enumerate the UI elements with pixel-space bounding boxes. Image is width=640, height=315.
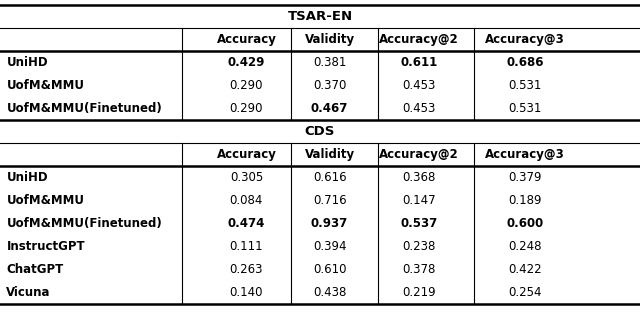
Text: Accuracy@2: Accuracy@2 — [380, 148, 459, 161]
Text: Accuracy@3: Accuracy@3 — [485, 148, 564, 161]
Text: 0.610: 0.610 — [313, 263, 346, 276]
Text: UniHD: UniHD — [6, 56, 48, 69]
Text: 0.111: 0.111 — [230, 240, 263, 253]
Text: 0.238: 0.238 — [403, 240, 436, 253]
Text: 0.474: 0.474 — [228, 217, 265, 230]
Text: 0.429: 0.429 — [228, 56, 265, 69]
Text: 0.290: 0.290 — [230, 79, 263, 92]
Text: 0.422: 0.422 — [508, 263, 541, 276]
Text: 0.147: 0.147 — [403, 194, 436, 207]
Text: 0.254: 0.254 — [508, 286, 541, 299]
Text: 0.616: 0.616 — [313, 171, 346, 184]
Text: 0.370: 0.370 — [313, 79, 346, 92]
Text: UofM&MMU: UofM&MMU — [6, 194, 84, 207]
Text: 0.394: 0.394 — [313, 240, 346, 253]
Text: InstructGPT: InstructGPT — [6, 240, 85, 253]
Text: 0.438: 0.438 — [313, 286, 346, 299]
Text: 0.686: 0.686 — [506, 56, 543, 69]
Text: 0.537: 0.537 — [401, 217, 438, 230]
Text: 0.453: 0.453 — [403, 102, 436, 115]
Text: 0.140: 0.140 — [230, 286, 263, 299]
Text: 0.248: 0.248 — [508, 240, 541, 253]
Text: Accuracy: Accuracy — [216, 148, 276, 161]
Text: 0.716: 0.716 — [313, 194, 346, 207]
Text: Accuracy@2: Accuracy@2 — [380, 33, 459, 46]
Text: 0.467: 0.467 — [311, 102, 348, 115]
Text: 0.378: 0.378 — [403, 263, 436, 276]
Text: 0.379: 0.379 — [508, 171, 541, 184]
Text: 0.600: 0.600 — [506, 217, 543, 230]
Text: Accuracy: Accuracy — [216, 33, 276, 46]
Text: Validity: Validity — [305, 148, 355, 161]
Text: ChatGPT: ChatGPT — [6, 263, 63, 276]
Text: Accuracy@3: Accuracy@3 — [485, 33, 564, 46]
Text: 0.290: 0.290 — [230, 102, 263, 115]
Text: UofM&MMU(Finetuned): UofM&MMU(Finetuned) — [6, 102, 162, 115]
Text: 0.381: 0.381 — [313, 56, 346, 69]
Text: UniHD: UniHD — [6, 171, 48, 184]
Text: 0.219: 0.219 — [403, 286, 436, 299]
Text: Vicuna: Vicuna — [6, 286, 51, 299]
Text: TSAR-EN: TSAR-EN — [287, 10, 353, 23]
Text: 0.453: 0.453 — [403, 79, 436, 92]
Text: Validity: Validity — [305, 33, 355, 46]
Text: 0.937: 0.937 — [311, 217, 348, 230]
Text: 0.263: 0.263 — [230, 263, 263, 276]
Text: 0.189: 0.189 — [508, 194, 541, 207]
Text: 0.531: 0.531 — [508, 79, 541, 92]
Text: UofM&MMU(Finetuned): UofM&MMU(Finetuned) — [6, 217, 162, 230]
Text: 0.531: 0.531 — [508, 102, 541, 115]
Text: 0.611: 0.611 — [401, 56, 438, 69]
Text: UofM&MMU: UofM&MMU — [6, 79, 84, 92]
Text: 0.084: 0.084 — [230, 194, 263, 207]
Text: 0.368: 0.368 — [403, 171, 436, 184]
Text: CDS: CDS — [305, 125, 335, 138]
Text: 0.305: 0.305 — [230, 171, 263, 184]
